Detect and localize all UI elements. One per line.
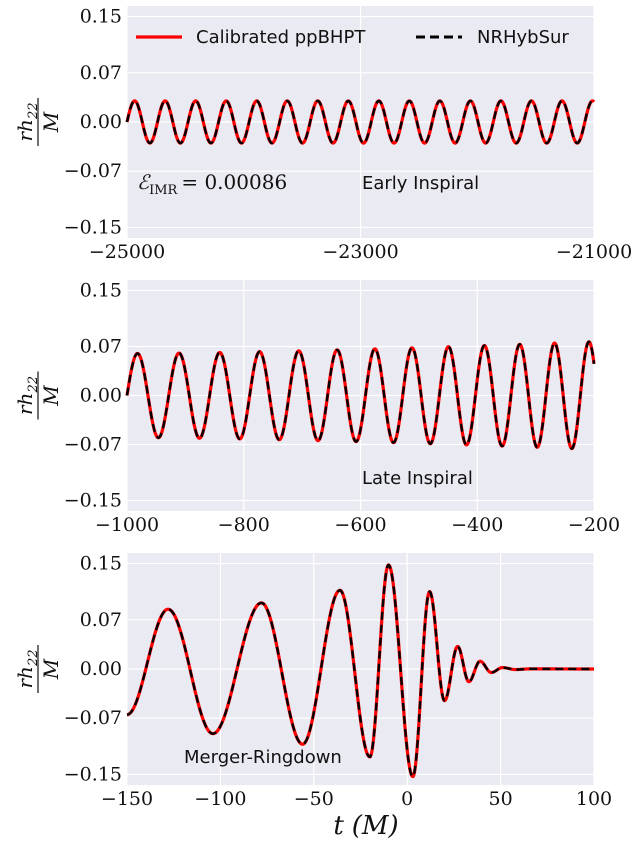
x-tick-label: −21000 bbox=[556, 241, 632, 263]
y-axis-label-subscript: 22 bbox=[26, 650, 41, 668]
y-tick-label: −0.07 bbox=[64, 707, 122, 729]
panel-merger: −150 −100 −50 0 50 100 0.15 0.07 0.00 −0.07 −0.15 r… bbox=[13, 553, 612, 841]
x-axis-label: t (M) bbox=[333, 811, 398, 841]
error-annotation: ℰIMR = 0.00086 bbox=[137, 170, 287, 198]
panel-late: −1000 −800 −600 −400 −200 0.15 0.07 0.00 −0.07 −0… bbox=[13, 280, 620, 537]
y-axis-label-numerator: rh22 bbox=[13, 103, 41, 142]
y-tick-label: −0.15 bbox=[64, 490, 122, 512]
y-axis-label-subscript: 22 bbox=[26, 103, 41, 121]
x-tick-label: −23000 bbox=[322, 241, 398, 263]
y-tick-label: 0.07 bbox=[80, 609, 122, 631]
y-axis-label-denominator: M bbox=[39, 111, 63, 133]
x-tick-label: −600 bbox=[334, 514, 386, 536]
x-tick-label: −1000 bbox=[95, 514, 159, 536]
y-axis-label-subscript: 22 bbox=[26, 376, 41, 394]
x-axis-label-variable: t bbox=[333, 811, 344, 841]
y-axis-label-denominator: M bbox=[39, 658, 63, 680]
x-tick-label: −400 bbox=[451, 514, 503, 536]
x-tick-label: 50 bbox=[489, 788, 513, 810]
y-tick-label: −0.15 bbox=[64, 763, 122, 785]
x-tick-label: −50 bbox=[294, 788, 334, 810]
error-symbol: ℰ bbox=[137, 170, 151, 194]
series-nrhybsur-late bbox=[125, 340, 596, 450]
y-tick-label: −0.15 bbox=[64, 216, 122, 238]
annotation-late-inspiral: Late Inspiral bbox=[362, 468, 473, 489]
y-tick-label: 0.15 bbox=[80, 280, 122, 302]
y-tick-label: 0.00 bbox=[80, 658, 122, 680]
x-axis-label-unit: (M) bbox=[352, 811, 399, 841]
y-tick-label: 0.15 bbox=[80, 6, 122, 28]
y-axis-label-numerator: rh22 bbox=[13, 376, 41, 415]
annotation-merger-ringdown: Merger-Ringdown bbox=[184, 747, 342, 768]
y-tick-label: 0.00 bbox=[80, 111, 122, 133]
y-tick-label: 0.00 bbox=[80, 385, 122, 407]
y-tick-label: 0.07 bbox=[80, 62, 122, 84]
annotation-early-inspiral: Early Inspiral bbox=[362, 173, 479, 194]
legend-label-calibrated-ppbhpt: Calibrated ppBHPT bbox=[196, 27, 366, 48]
y-axis-label-numerator: rh22 bbox=[13, 650, 41, 689]
error-value: = 0.00086 bbox=[181, 170, 287, 194]
legend-label-nrhybsur: NRHybSur bbox=[477, 27, 569, 48]
y-tick-label: −0.07 bbox=[64, 434, 122, 456]
y-tick-label: 0.15 bbox=[80, 553, 122, 575]
y-axis-label-denominator: M bbox=[39, 385, 63, 407]
x-tick-label: 100 bbox=[576, 788, 612, 810]
x-tick-label: −200 bbox=[568, 514, 620, 536]
panel-early: −25000 −23000 −21000 0.15 0.07 0.00 −0.07 −0.15… bbox=[13, 6, 632, 263]
legend: Calibrated ppBHPT NRHybSur bbox=[136, 27, 569, 48]
x-tick-label: 0 bbox=[401, 788, 413, 810]
series-nrhybsur-early bbox=[125, 99, 595, 145]
y-tick-label: 0.07 bbox=[80, 336, 122, 358]
x-tick-label: −800 bbox=[218, 514, 270, 536]
error-subscript: IMR bbox=[149, 183, 178, 198]
x-tick-label: −25000 bbox=[89, 241, 165, 263]
x-tick-label: −150 bbox=[101, 788, 153, 810]
y-tick-label: −0.07 bbox=[64, 160, 122, 182]
x-tick-label: −100 bbox=[194, 788, 246, 810]
series-nrhybsur-merger bbox=[126, 563, 594, 778]
